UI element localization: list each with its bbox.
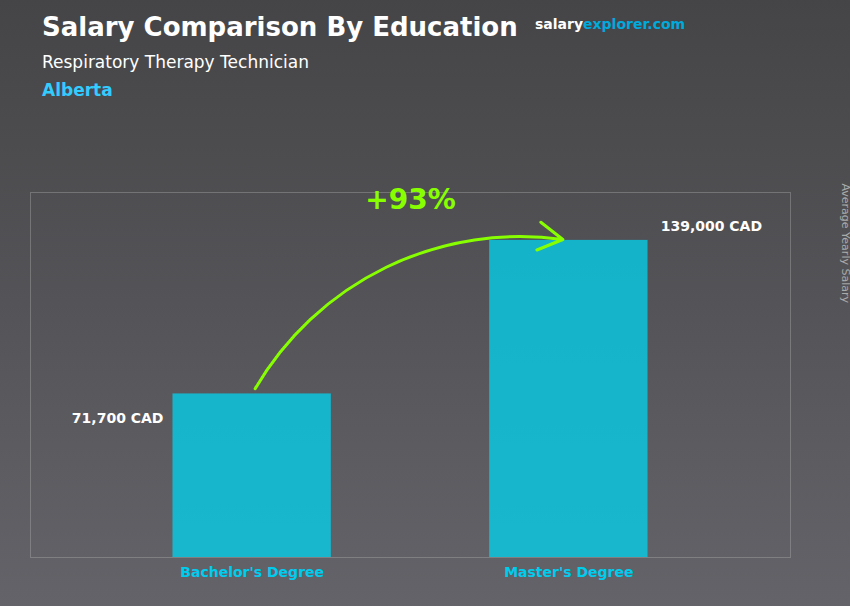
html-text:Respiratory Therapy Technician: Respiratory Therapy Technician (42, 52, 309, 72)
html-text:Salary Comparison By Education: Salary Comparison By Education (42, 12, 518, 42)
html-text:Alberta: Alberta (42, 80, 113, 100)
svg-text:+93%: +93% (365, 183, 455, 216)
svg-text:139,000 CAD: 139,000 CAD (661, 218, 762, 234)
svg-text:Master's Degree: Master's Degree (504, 564, 633, 580)
svg-text:71,700 CAD: 71,700 CAD (72, 410, 164, 426)
html-text:salary explorer.com: salary explorer.com (535, 16, 686, 32)
svg-text:Bachelor's Degree: Bachelor's Degree (180, 564, 324, 580)
